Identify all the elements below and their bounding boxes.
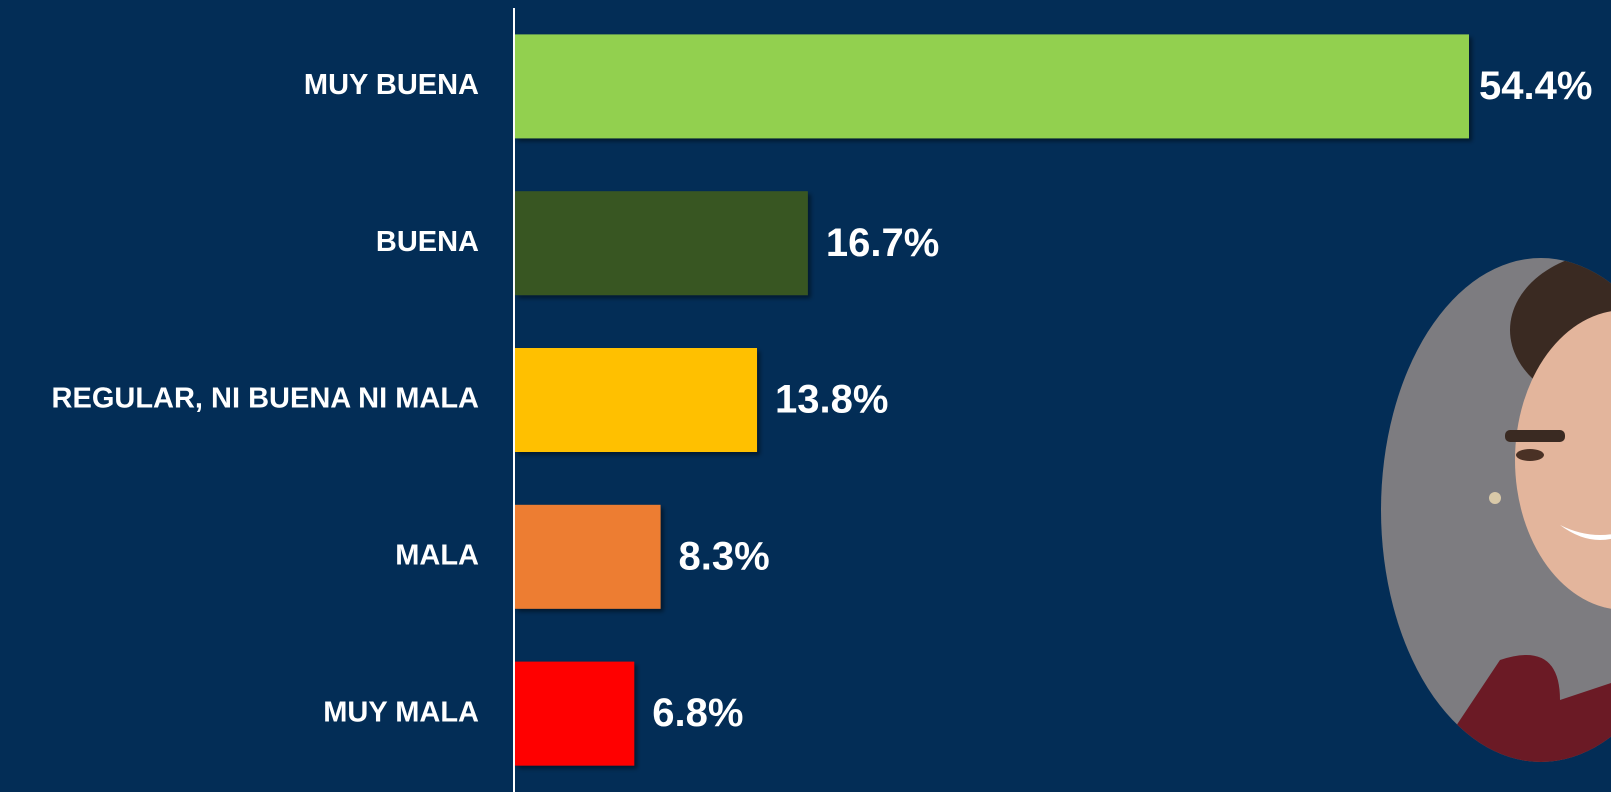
- bar: [515, 191, 808, 295]
- bar: [515, 505, 661, 609]
- category-label: BUENA: [376, 226, 479, 258]
- category-label: REGULAR, NI BUENA NI MALA: [52, 383, 480, 415]
- category-label: MALA: [395, 539, 479, 571]
- category-label: MUY MALA: [323, 696, 479, 728]
- value-label: 13.8%: [775, 378, 888, 422]
- bar: [515, 34, 1469, 138]
- bar: [515, 662, 634, 766]
- value-label: 16.7%: [826, 221, 939, 265]
- bar: [515, 348, 757, 452]
- chart: MUY BUENA 54.4% BUENA 16.7% REGULAR, NI BUEN…: [0, 0, 1611, 792]
- value-label: 6.8%: [652, 691, 743, 735]
- category-label: MUY BUENA: [304, 69, 479, 101]
- value-label: 8.3%: [679, 534, 770, 578]
- value-label: 54.4%: [1479, 64, 1592, 108]
